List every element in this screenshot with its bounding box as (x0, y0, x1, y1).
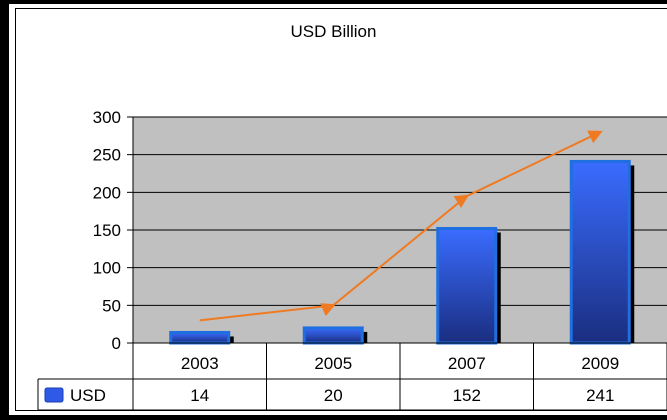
bar-2005 (302, 326, 364, 345)
frame-left-edge (0, 0, 9, 420)
frame-top-edge (0, 0, 667, 4)
legend-key-usd (44, 387, 64, 403)
x-tick-label: 2009 (581, 354, 619, 373)
bar-2007 (436, 226, 498, 345)
trend-arrow-line (199, 130, 603, 322)
x-tick-label: 2005 (314, 354, 352, 373)
y-tick-label: 250 (93, 146, 121, 165)
y-tick-label: 0 (112, 334, 121, 353)
legend-label: USD (70, 386, 106, 405)
data-value-2007: 152 (453, 386, 481, 405)
y-tick-label: 200 (93, 183, 121, 202)
data-value-2005: 20 (324, 386, 343, 405)
y-tick-label: 300 (93, 108, 121, 127)
y-tick-label: 50 (102, 296, 121, 315)
data-value-2009: 241 (586, 386, 614, 405)
frame-bottom-edge (0, 415, 667, 420)
chart-title: USD Billion (290, 22, 377, 41)
x-tick-label: 2007 (448, 354, 486, 373)
y-tick-label: 150 (93, 221, 121, 240)
y-tick-label: 100 (93, 259, 121, 278)
bar-2009 (569, 159, 631, 345)
bar-2003 (169, 330, 231, 345)
data-value-2003: 14 (190, 386, 209, 405)
x-tick-label: 2003 (181, 354, 219, 373)
